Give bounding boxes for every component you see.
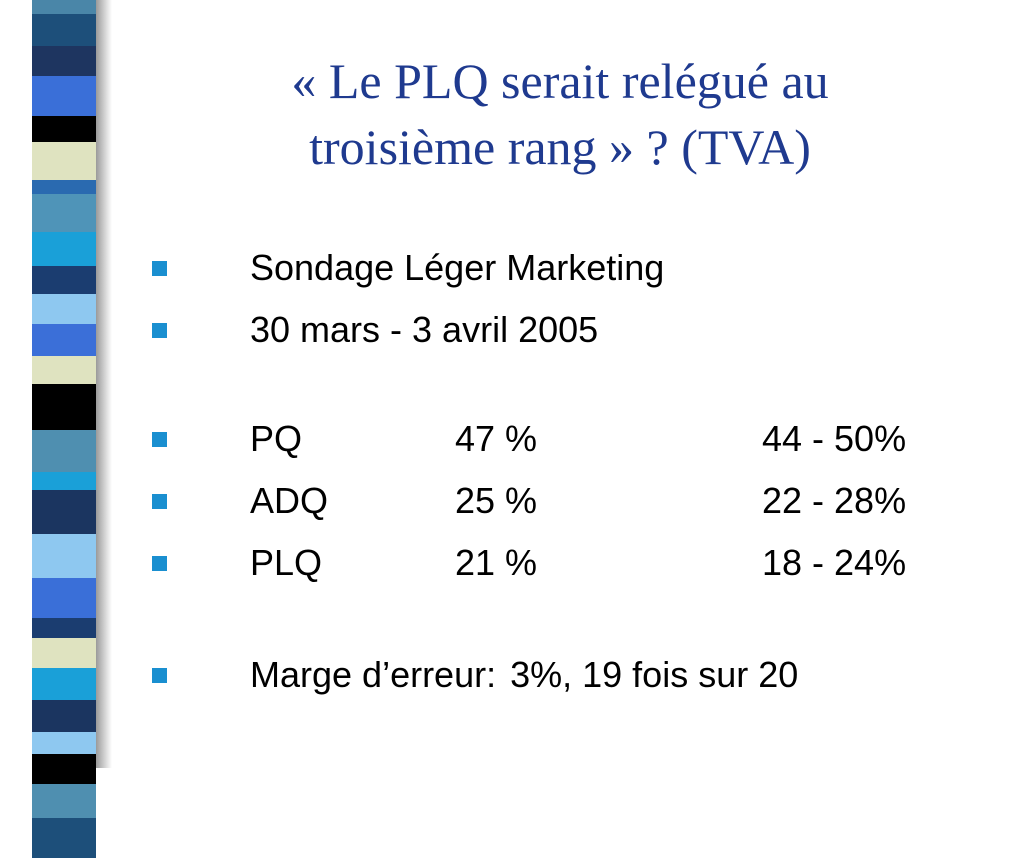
party-range: 18 - 24% — [762, 542, 907, 583]
square-bullet-icon — [152, 323, 167, 338]
result-row-plq: PLQ 21 % 18 - 24% — [0, 538, 1024, 588]
result-row-adq: ADQ 25 % 22 - 28% — [0, 476, 1024, 526]
margin-text: Marge d’erreur: 3%, 19 fois sur 20 — [250, 650, 798, 700]
margin-value: 3%, 19 fois sur 20 — [510, 654, 799, 695]
decorative-stripe — [32, 0, 96, 858]
title-line-2: troisième rang » ? (TVA) — [309, 119, 811, 175]
party-name: PLQ — [250, 542, 323, 583]
margin-label: Marge d’erreur: — [250, 654, 497, 695]
party-name: ADQ — [250, 480, 329, 521]
party-share: 47 % — [455, 418, 538, 459]
party-share: 25 % — [455, 480, 538, 521]
list-item-dates: 30 mars - 3 avril 2005 — [0, 305, 1024, 355]
list-item-source: Sondage Léger Marketing — [0, 243, 1024, 293]
result-row-pq: PQ 47 % 44 - 50% — [0, 414, 1024, 464]
stripe-shadow — [96, 0, 112, 768]
square-bullet-icon — [152, 494, 167, 509]
list-item-margin: Marge d’erreur: 3%, 19 fois sur 20 — [0, 650, 1024, 700]
square-bullet-icon — [152, 556, 167, 571]
party-range: 22 - 28% — [762, 480, 907, 521]
square-bullet-icon — [152, 261, 167, 276]
party-share: 21 % — [455, 542, 538, 583]
slide-title: « Le PLQ serait relégué au troisième ran… — [150, 48, 970, 180]
title-line-1: « Le PLQ serait relégué au — [291, 53, 829, 109]
square-bullet-icon — [152, 432, 167, 447]
poll-source: Sondage Léger Marketing — [250, 247, 665, 288]
party-name: PQ — [250, 418, 303, 459]
square-bullet-icon — [152, 668, 167, 683]
poll-dates: 30 mars - 3 avril 2005 — [250, 309, 599, 350]
party-range: 44 - 50% — [762, 418, 907, 459]
